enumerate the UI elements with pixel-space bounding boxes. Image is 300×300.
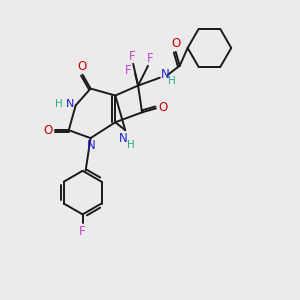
Text: O: O xyxy=(158,101,167,114)
Text: N: N xyxy=(160,68,169,81)
Text: O: O xyxy=(77,60,86,73)
Text: N: N xyxy=(87,139,96,152)
Text: H: H xyxy=(55,99,63,110)
Text: H: H xyxy=(168,76,176,85)
Text: O: O xyxy=(171,38,180,50)
Text: O: O xyxy=(43,124,52,137)
Text: F: F xyxy=(79,225,86,238)
Text: F: F xyxy=(125,64,131,77)
Text: N: N xyxy=(119,132,128,145)
Text: H: H xyxy=(127,140,135,150)
Text: N: N xyxy=(66,99,74,110)
Text: F: F xyxy=(147,52,153,65)
Text: F: F xyxy=(129,50,136,63)
